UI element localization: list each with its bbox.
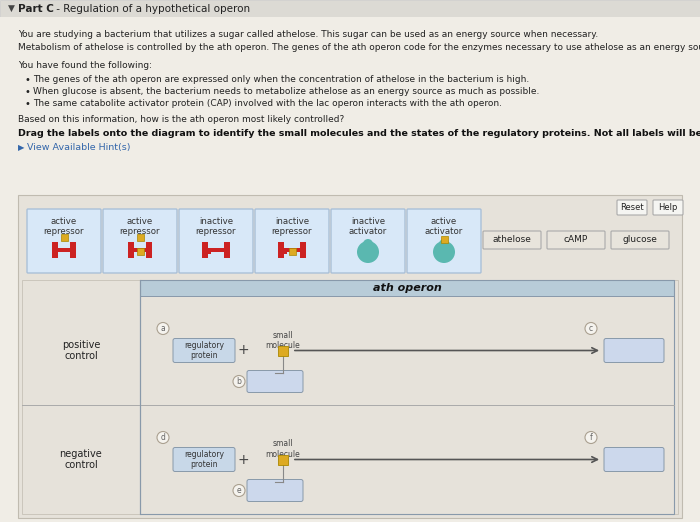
Bar [278,346,288,355]
Text: small
molecule: small molecule [265,330,300,350]
Text: negative
control: negative control [60,449,102,470]
Circle shape [233,484,245,496]
FancyBboxPatch shape [173,447,235,471]
Text: Help: Help [658,203,678,212]
Text: Based on this information, how is the ath operon most likely controlled?: Based on this information, how is the at… [18,115,344,124]
Circle shape [157,323,169,335]
Bar [288,247,295,255]
FancyBboxPatch shape [604,447,664,471]
Text: inactive
activator: inactive activator [349,217,387,236]
Circle shape [585,432,597,444]
Circle shape [363,239,373,249]
Text: +: + [237,453,248,467]
Text: f: f [589,433,592,442]
Text: ath operon: ath operon [372,283,442,293]
Text: b: b [237,377,242,386]
Text: •: • [25,87,31,97]
Text: d: d [160,433,165,442]
Text: The genes of the ath operon are expressed only when the concentration of athelos: The genes of the ath operon are expresse… [33,75,529,84]
Bar [278,242,284,258]
Text: cAMP: cAMP [564,235,588,244]
Text: +: + [237,343,248,358]
Bar [300,242,306,258]
Text: •: • [25,75,31,85]
Text: - Regulation of a hypothetical operon: - Regulation of a hypothetical operon [53,4,250,14]
Bar [0,0,700,17]
Text: When glucose is absent, the bacterium needs to metabolize athelose as an energy : When glucose is absent, the bacterium ne… [33,87,540,96]
FancyBboxPatch shape [247,480,303,502]
Bar [202,242,208,258]
Text: inactive
repressor: inactive repressor [272,217,312,236]
Text: Drag the labels onto the diagram to identify the small molecules and the states : Drag the labels onto the diagram to iden… [18,129,700,138]
Text: ▼: ▼ [8,4,15,13]
Bar [128,242,134,258]
Bar [18,195,682,518]
Bar [146,242,152,258]
Bar [70,242,76,258]
Circle shape [157,432,169,444]
Text: The same catabolite activator protein (CAP) involved with the lac operon interac: The same catabolite activator protein (C… [33,99,502,108]
Text: Reset: Reset [620,203,644,212]
Circle shape [233,375,245,387]
Circle shape [585,323,597,335]
Text: e: e [237,486,242,495]
Text: positive
control: positive control [62,340,100,361]
Bar [140,280,674,514]
Bar [60,234,67,241]
Text: athelose: athelose [493,235,531,244]
FancyBboxPatch shape [255,209,329,273]
Text: Metabolism of athelose is controlled by the ath operon. The genes of the ath ope: Metabolism of athelose is controlled by … [18,43,700,52]
Text: regulatory
protein: regulatory protein [184,341,224,360]
Polygon shape [202,242,211,258]
Bar [134,248,146,252]
Bar [136,247,144,255]
Text: regulatory
protein: regulatory protein [184,450,224,469]
Text: active
repressor: active repressor [120,217,160,236]
FancyBboxPatch shape [611,231,669,249]
FancyBboxPatch shape [173,338,235,362]
FancyBboxPatch shape [407,209,481,273]
Text: small
molecule: small molecule [265,440,300,459]
Bar [208,248,224,252]
Text: View Available Hint(s): View Available Hint(s) [27,143,130,152]
FancyBboxPatch shape [483,231,541,249]
Circle shape [433,241,455,263]
FancyBboxPatch shape [27,209,101,273]
Bar [224,242,230,258]
Polygon shape [278,242,287,258]
FancyBboxPatch shape [617,200,647,215]
Bar [278,455,288,465]
FancyBboxPatch shape [103,209,177,273]
Bar [52,242,58,258]
Circle shape [439,239,449,249]
Text: Part C: Part C [18,4,54,14]
Text: a: a [160,324,165,333]
Text: ▶: ▶ [18,143,25,152]
FancyBboxPatch shape [247,371,303,393]
Text: inactive
repressor: inactive repressor [196,217,237,236]
Circle shape [357,241,379,263]
Text: You have found the following:: You have found the following: [18,61,152,70]
Text: c: c [589,324,593,333]
Text: active
repressor: active repressor [43,217,84,236]
FancyBboxPatch shape [179,209,253,273]
FancyBboxPatch shape [604,338,664,362]
FancyBboxPatch shape [547,231,605,249]
Text: active
activator: active activator [425,217,463,236]
FancyBboxPatch shape [653,200,683,215]
Bar [22,280,678,514]
Bar [284,248,300,252]
Bar [440,235,447,243]
Text: glucose: glucose [622,235,657,244]
Bar [58,248,70,252]
Text: •: • [25,99,31,109]
Bar [140,280,674,296]
Bar [136,234,144,241]
Text: You are studying a bacterium that utilizes a sugar called athelose. This sugar c: You are studying a bacterium that utiliz… [18,30,598,39]
Bar [0,17,700,195]
FancyBboxPatch shape [331,209,405,273]
